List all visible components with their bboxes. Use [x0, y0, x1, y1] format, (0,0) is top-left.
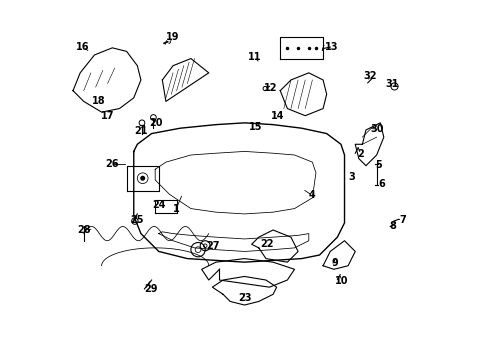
Text: 28: 28 — [78, 225, 91, 235]
Text: 19: 19 — [166, 32, 180, 42]
Text: 18: 18 — [92, 96, 105, 107]
Text: 31: 31 — [384, 78, 398, 89]
Text: 8: 8 — [388, 221, 395, 231]
Text: 2: 2 — [357, 149, 364, 159]
Text: 23: 23 — [238, 293, 251, 303]
Text: 5: 5 — [374, 159, 381, 170]
Text: 17: 17 — [101, 111, 115, 121]
Circle shape — [141, 176, 144, 180]
Text: 29: 29 — [144, 284, 157, 294]
Text: 30: 30 — [370, 124, 384, 134]
Text: 27: 27 — [206, 241, 220, 251]
Text: 9: 9 — [330, 258, 337, 268]
Text: 12: 12 — [264, 83, 277, 93]
Text: 4: 4 — [308, 190, 315, 201]
Text: 22: 22 — [259, 239, 273, 249]
Text: 20: 20 — [149, 118, 163, 128]
Text: 21: 21 — [134, 126, 147, 136]
Text: 10: 10 — [335, 276, 348, 286]
Text: 26: 26 — [104, 158, 118, 168]
Text: 15: 15 — [249, 122, 262, 132]
Text: 6: 6 — [378, 179, 385, 189]
Text: 24: 24 — [152, 200, 166, 210]
Text: 14: 14 — [270, 111, 284, 121]
Text: 25: 25 — [130, 215, 143, 225]
Text: 1: 1 — [172, 204, 179, 214]
Text: 16: 16 — [76, 42, 90, 52]
Text: 7: 7 — [398, 215, 405, 225]
Text: 3: 3 — [347, 172, 354, 182]
Text: 11: 11 — [247, 52, 261, 62]
Text: 13: 13 — [325, 42, 338, 52]
Text: 32: 32 — [363, 71, 376, 81]
